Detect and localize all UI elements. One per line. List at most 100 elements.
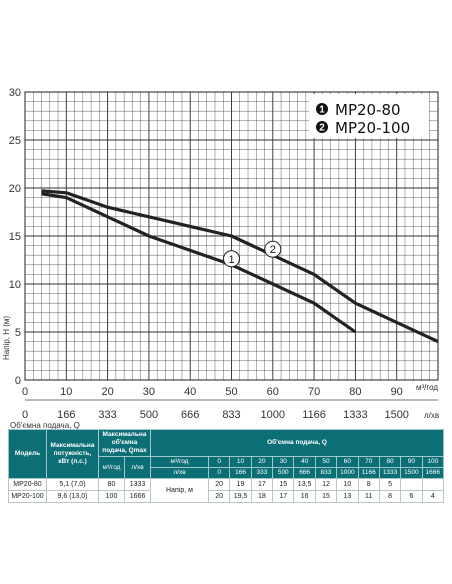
th-flow-m3h: 20 — [250, 456, 274, 468]
x-tick-label: 20 — [101, 386, 113, 398]
table-header-row-2: м³/год л/хв м³/год 0 10 20 30 40 50 60 7… — [9, 456, 445, 479]
x-tick-label-lpm: 166 — [57, 409, 75, 421]
curve-marker-2 — [264, 240, 282, 258]
x-axis-unit-secondary: л/хв — [424, 411, 439, 420]
x-tick-label-lpm: 1000 — [261, 409, 285, 421]
cell-head: 19,5 — [229, 490, 252, 503]
legend-badge-1 — [316, 103, 328, 115]
cell-power: 9,6 (13,0) — [46, 490, 99, 503]
table-row: MP20-100 9,6 (13,0) 100 1666 20 19,5 18 … — [8, 490, 445, 503]
series-layer: 12 — [41, 189, 439, 344]
x-tick-label-lpm: 1166 — [302, 409, 326, 421]
curve-marker-label-2: 2 — [270, 244, 276, 256]
th-flow-m3h-unit: м³/год — [150, 456, 209, 468]
th-flow-m3h: 10 — [229, 456, 252, 468]
x-tick-label: 60 — [267, 386, 279, 398]
legend-label-2: MP20-100 — [335, 119, 410, 137]
series-line-1 — [41, 192, 357, 334]
th-flow-m3h: 100 — [421, 456, 445, 468]
x-tick-label: 30 — [143, 386, 155, 398]
th-flow-lpm: 1666 — [421, 467, 445, 479]
tick-labels: 0 5 10 15 20 25 30 0 10 20 30 40 50 60 70 80 90 0 166 333 50… — [9, 87, 409, 421]
cell-head: 15 — [314, 490, 338, 503]
x-tick-label: 90 — [391, 386, 403, 398]
th-flow-m3h: 40 — [293, 456, 316, 468]
x-tick-label-lpm: 500 — [140, 409, 158, 421]
x-tick-label: 40 — [184, 386, 196, 398]
cell-head: 10 — [336, 478, 359, 491]
x-tick-label-lpm: 0 — [22, 409, 28, 421]
x-axis-unit-primary: м³/год — [416, 383, 438, 392]
legend-label-1: MP20-80 — [335, 101, 401, 119]
y-tick-label: 5 — [15, 327, 21, 339]
cell-head: 16 — [293, 490, 316, 503]
legend: 1 MP20-80 2 MP20-100 — [309, 94, 429, 138]
cell-model: MP20-100 — [8, 490, 47, 503]
y-tick-label: 15 — [9, 231, 21, 243]
legend-badge-1-text: 1 — [319, 105, 325, 116]
cell-head: 15 — [272, 478, 295, 491]
cell-head: 19 — [229, 478, 252, 491]
th-flow-m3h: 30 — [272, 456, 295, 468]
cell-head: 17 — [250, 478, 274, 491]
cell-qmax-m3h: 80 — [98, 478, 125, 491]
table-row: MP20-80 5,1 (7,0) 80 1333 Напір, м 20 19… — [8, 478, 445, 503]
cell-qmax-m3h: 100 — [98, 490, 125, 503]
legend-item-1: 1 MP20-80 — [316, 101, 401, 119]
th-flow-m3h: 70 — [357, 456, 380, 468]
legend-background — [309, 94, 429, 138]
spec-table: Модель Максимальна потужність, кВт (л.с.… — [8, 429, 445, 503]
x-tick-label: 80 — [349, 386, 361, 398]
cell-head-label: Напір, м — [150, 478, 209, 503]
cell-qmax-lpm: 1333 — [124, 478, 151, 491]
y-tick-label: 25 — [9, 135, 21, 147]
x-tick-label-lpm: 1333 — [343, 409, 367, 421]
series-line-2 — [41, 189, 439, 344]
th-flow-lpm: 666 — [293, 467, 316, 479]
cell-qmax-lpm: 1666 — [124, 490, 151, 503]
th-flow-lpm: 500 — [272, 467, 295, 479]
th-qmax-lpm: л/хв — [124, 456, 151, 479]
th-flow-m3h: 0 — [207, 456, 231, 468]
th-qmax: Максимальна об'ємна подача, Qmax — [98, 429, 151, 457]
th-model: Модель — [8, 429, 47, 479]
th-flow-m3h: 80 — [378, 456, 402, 468]
cell-head: 20 — [207, 478, 231, 491]
th-flow-m3h: 50 — [314, 456, 338, 468]
x-tick-label: 10 — [60, 386, 72, 398]
cell-head — [400, 478, 423, 491]
cell-head: 20 — [207, 490, 231, 503]
th-flow-lpm-unit: л/хв — [150, 467, 209, 479]
th-flow-lpm: 1166 — [357, 467, 380, 479]
th-flow-lpm: 333 — [250, 467, 274, 479]
y-tick-label: 30 — [9, 87, 21, 99]
cell-head: 17 — [272, 490, 295, 503]
legend-item-2: 2 MP20-100 — [316, 119, 410, 137]
legend-badge-2-text: 2 — [319, 123, 325, 134]
th-flow-lpm: 166 — [229, 467, 252, 479]
x-tick-label-lpm: 666 — [181, 409, 199, 421]
cell-head: 8 — [357, 478, 380, 491]
curve-marker-1 — [223, 250, 240, 268]
th-flow-m3h: 60 — [336, 456, 359, 468]
table-header-row-3: л/хв 0 166 333 500 666 833 1000 1166 133… — [9, 467, 445, 479]
y-axis-label: Напір, Н (м) — [2, 316, 11, 360]
th-power: Максимальна потужність, кВт (л.с.) — [46, 429, 99, 479]
th-flow-lpm: 1000 — [336, 467, 359, 479]
x-tick-label: 70 — [308, 386, 320, 398]
x-tick-label-lpm: 333 — [98, 409, 116, 421]
th-flow-lpm: 0 — [207, 467, 231, 479]
cell-head: 5 — [378, 478, 402, 491]
x-tick-label-lpm: 1500 — [384, 409, 408, 421]
cell-head: 13,5 — [293, 478, 316, 491]
x-tick-label: 50 — [225, 386, 237, 398]
cell-head: 6 — [400, 490, 423, 503]
th-qmax-m3h: м³/год — [98, 456, 125, 479]
y-tick-label: 0 — [15, 375, 21, 387]
x-axis-label-secondary: Об'ємна подача, Q — [10, 421, 80, 430]
cell-power: 5,1 (7,0) — [46, 478, 99, 491]
th-flow-lpm: 1500 — [400, 467, 423, 479]
plot-frame — [24, 91, 439, 381]
legend-badge-2 — [316, 121, 328, 133]
